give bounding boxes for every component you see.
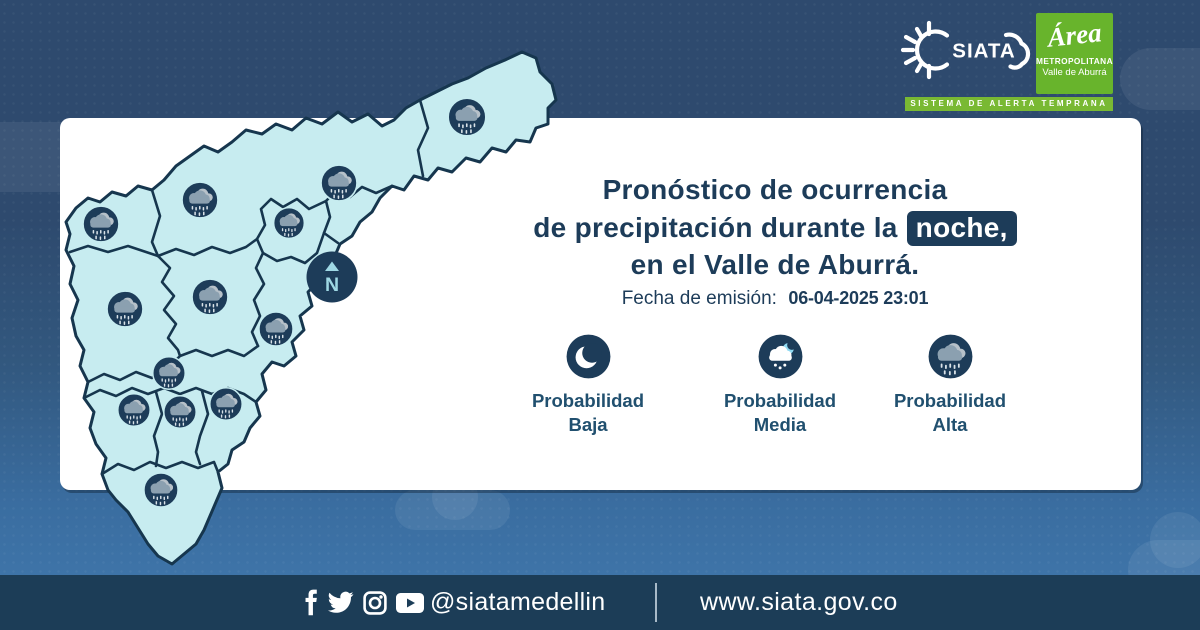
map-marker-10-rain-alta [118,394,150,426]
area-metropolitana-logo: Área METROPOLITANA Valle de Aburrá [1036,13,1113,94]
aburra-map: N [64,50,558,566]
map-marker-8-rain-alta [259,312,293,346]
facebook-icon[interactable] [303,589,318,616]
background-cloud [1150,512,1200,568]
cloud-moon-rain-icon [758,334,802,379]
emission-value: 06-04-2025 23:01 [788,288,929,308]
youtube-icon[interactable] [396,592,424,613]
area-logo-line1: METROPOLITANA [1036,56,1113,66]
background-cloud [1120,48,1200,110]
highlight-noche: noche, [906,210,1017,246]
siata-logo: SIATA [900,20,1031,80]
title-line2: de precipitación durante la noche, [450,209,1100,247]
map-marker-4-rain-alta [182,182,218,218]
background-cloud [395,490,510,530]
instagram-icon[interactable] [363,590,387,615]
twitter-icon[interactable] [327,591,354,615]
map-marker-2-rain-alta [321,165,357,201]
map-marker-12-rain-alta [210,388,242,420]
social-handle[interactable]: @siatamedellin [430,588,606,616]
social-icons [303,575,424,630]
siata-logo-text: SIATA [952,40,1015,63]
map-marker-3-rain-alta [274,208,305,239]
legend-item-baja: Probabilidad Baja [503,333,673,437]
emission-label: Fecha de emisión: [621,288,777,309]
area-logo-line2: Valle de Aburrá [1042,67,1107,78]
siata-tagline-banner: SISTEMA DE ALERTA TEMPRANA [905,97,1113,111]
moon-icon [566,334,610,379]
footer-divider [655,583,657,622]
legend-label: Probabilidad Alta [893,390,1007,435]
area-logo-script: Área [1046,17,1103,53]
cloud-heavy-rain-icon [927,333,974,380]
footer-bar: @siatamedellin www.siata.gov.co [0,575,1200,630]
emission-date: Fecha de emisión: 06-04-2025 23:01 [450,288,1100,310]
map-marker-9-rain-alta [153,357,185,389]
municipality-shapes [64,50,558,566]
website-link[interactable]: www.siata.gov.co [700,588,898,616]
map-marker-6-rain-alta [192,279,228,315]
title-line1: Pronóstico de ocurrencia [602,174,948,205]
north-compass-icon: N [306,251,358,303]
cloud-icon [1003,32,1031,70]
svg-text:N: N [325,274,339,296]
legend-label: Probabilidad Baja [531,390,645,435]
map-marker-11-rain-alta [164,396,196,428]
map-marker-13-rain-alta [144,473,178,507]
legend-item-media: Probabilidad Media [695,333,865,437]
map-marker-5-rain-alta [83,206,119,242]
map-marker-1-rain-alta [448,98,486,136]
page-title: Pronóstico de ocurrencia de precipitació… [450,171,1100,284]
title-line3: en el Valle de Aburrá. [630,249,920,280]
legend-label: Probabilidad Media [723,390,837,435]
legend-item-alta: Probabilidad Alta [865,333,1035,437]
map-marker-7-rain-alta [107,291,143,327]
title-line2-text: de precipitación durante la [533,211,898,243]
